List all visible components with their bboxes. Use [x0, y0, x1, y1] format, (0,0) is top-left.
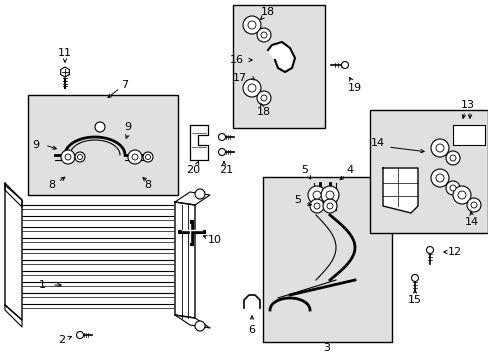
Circle shape: [449, 185, 455, 191]
Circle shape: [243, 79, 261, 97]
Text: 19: 19: [347, 83, 361, 93]
Circle shape: [132, 154, 138, 160]
Text: 7: 7: [121, 80, 128, 90]
Circle shape: [145, 154, 150, 159]
Circle shape: [430, 169, 448, 187]
Text: 3: 3: [323, 343, 330, 353]
Text: 4: 4: [346, 165, 353, 175]
Text: 18: 18: [261, 7, 274, 17]
Circle shape: [309, 199, 324, 213]
Circle shape: [65, 154, 71, 160]
Polygon shape: [5, 305, 22, 327]
Text: 9: 9: [124, 122, 131, 132]
Circle shape: [411, 274, 418, 282]
Circle shape: [445, 151, 459, 165]
Circle shape: [247, 84, 256, 92]
Text: 8: 8: [48, 180, 56, 190]
Circle shape: [326, 203, 332, 209]
Circle shape: [243, 16, 261, 34]
Polygon shape: [5, 185, 22, 320]
Circle shape: [142, 152, 153, 162]
Text: 13: 13: [460, 100, 474, 110]
Text: 18: 18: [256, 107, 270, 117]
Text: 1: 1: [39, 280, 45, 290]
Text: 16: 16: [229, 55, 244, 65]
Text: 2: 2: [59, 335, 65, 345]
Circle shape: [307, 186, 325, 204]
Circle shape: [445, 181, 459, 195]
Text: 9: 9: [32, 140, 40, 150]
Bar: [263, 177, 391, 342]
Polygon shape: [175, 315, 209, 328]
Circle shape: [76, 332, 83, 338]
Text: 11: 11: [58, 48, 72, 58]
Text: 20: 20: [185, 165, 200, 175]
Circle shape: [195, 321, 204, 331]
Polygon shape: [5, 183, 22, 207]
Circle shape: [435, 144, 443, 152]
Circle shape: [218, 134, 225, 140]
Polygon shape: [452, 125, 484, 145]
Circle shape: [247, 21, 256, 29]
Text: 5: 5: [301, 165, 308, 175]
Circle shape: [312, 191, 320, 199]
Circle shape: [325, 191, 333, 199]
Circle shape: [257, 28, 270, 42]
Bar: [232, 5, 325, 128]
Text: 14: 14: [370, 138, 384, 148]
Circle shape: [218, 149, 225, 156]
Polygon shape: [190, 125, 207, 160]
Circle shape: [61, 150, 75, 164]
Bar: [28, 95, 178, 195]
Circle shape: [449, 155, 455, 161]
Polygon shape: [175, 192, 209, 205]
Circle shape: [77, 154, 82, 159]
Text: 12: 12: [447, 247, 461, 257]
Circle shape: [75, 152, 85, 162]
Text: 6: 6: [248, 325, 255, 335]
Circle shape: [313, 203, 319, 209]
Circle shape: [320, 186, 338, 204]
Circle shape: [426, 247, 433, 253]
Text: 17: 17: [232, 73, 246, 83]
Circle shape: [435, 174, 443, 182]
Text: 10: 10: [207, 235, 222, 245]
Text: 15: 15: [407, 295, 421, 305]
Circle shape: [323, 199, 336, 213]
Text: 14: 14: [464, 217, 478, 227]
Bar: [369, 110, 487, 233]
Circle shape: [341, 62, 348, 68]
Circle shape: [257, 91, 270, 105]
Circle shape: [128, 150, 142, 164]
Circle shape: [466, 198, 480, 212]
Circle shape: [470, 202, 476, 208]
Circle shape: [95, 122, 105, 132]
Polygon shape: [382, 168, 417, 213]
Circle shape: [430, 139, 448, 157]
Circle shape: [261, 95, 266, 101]
Polygon shape: [267, 42, 294, 72]
Text: 21: 21: [219, 165, 233, 175]
Circle shape: [261, 32, 266, 38]
Circle shape: [457, 191, 465, 199]
Polygon shape: [175, 202, 195, 318]
Polygon shape: [61, 67, 69, 77]
Text: 8: 8: [144, 180, 151, 190]
Circle shape: [195, 189, 204, 199]
Text: 5: 5: [294, 195, 301, 205]
Circle shape: [452, 186, 470, 204]
